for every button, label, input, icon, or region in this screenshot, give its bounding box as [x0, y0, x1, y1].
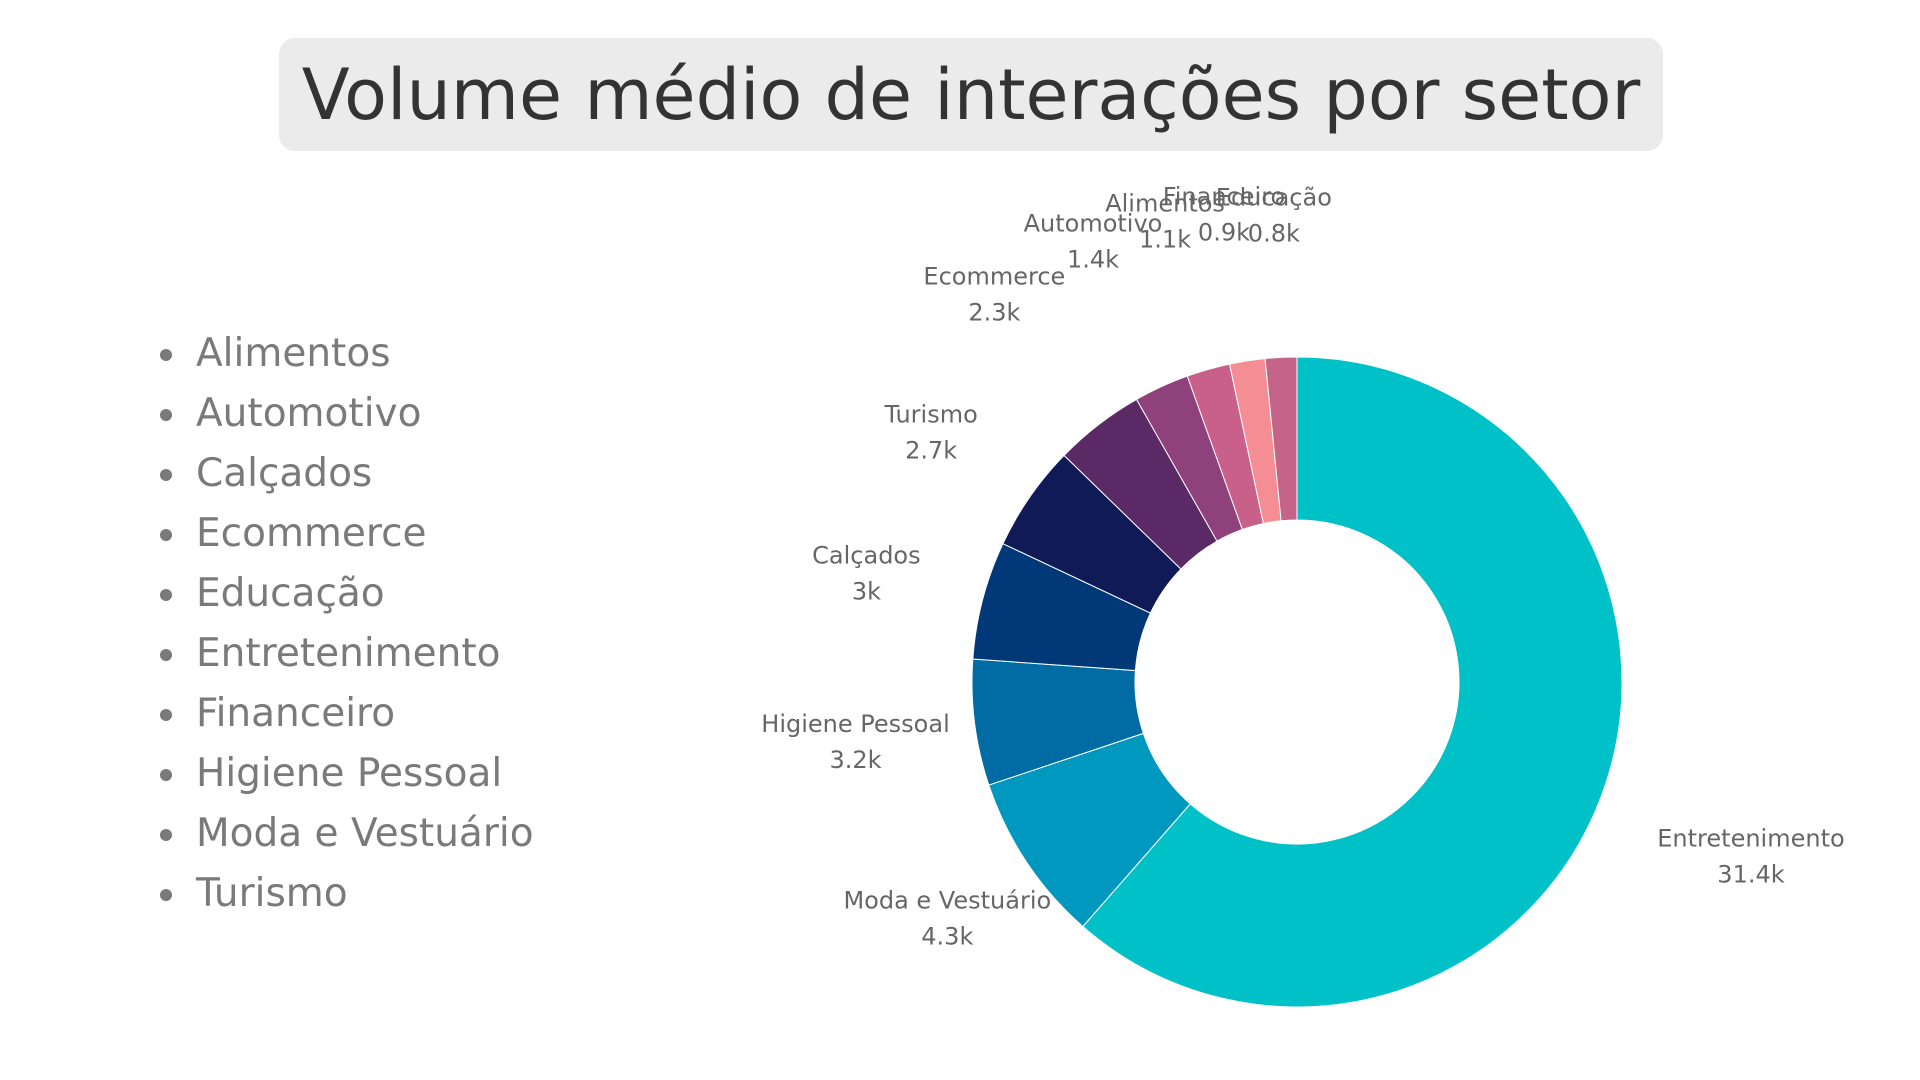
- slice-label-name: Moda e Vestuário: [843, 887, 1051, 915]
- donut-slice: [1264, 356, 1298, 522]
- bullet-icon: [160, 589, 172, 601]
- slice-label-value: 3.2k: [829, 746, 881, 774]
- slice-label-name: Educação: [1216, 184, 1332, 212]
- bullet-icon: [160, 529, 172, 541]
- slice-label-name: Turismo: [883, 401, 977, 429]
- slice-label-name: Ecommerce: [923, 262, 1065, 290]
- sector-list-item: Financeiro: [160, 684, 580, 744]
- sector-list-label: Financeiro: [196, 691, 396, 736]
- donut-slices: [971, 356, 1623, 1008]
- slice-label-name: Higiene Pessoal: [761, 710, 949, 738]
- donut-slice: [1082, 356, 1623, 1008]
- sector-list-label: Ecommerce: [196, 511, 427, 556]
- sector-list-item: Ecommerce: [160, 504, 580, 564]
- sector-list-item: Calçados: [160, 444, 580, 504]
- slice-label-value: 2.7k: [905, 437, 957, 465]
- sector-list-label: Automotivo: [196, 391, 422, 436]
- sector-list-item: Entretenimento: [160, 624, 580, 684]
- slice-label-name: Automotivo: [1024, 210, 1163, 238]
- slice-label-value: 1.4k: [1067, 246, 1119, 274]
- slice-label-name: Entretenimento: [1657, 825, 1844, 853]
- title-banner: Volume médio de interações por setor: [279, 38, 1663, 151]
- slice-label-name: Calçados: [812, 542, 920, 570]
- slice-label-value: 3k: [852, 578, 881, 606]
- bullet-icon: [160, 409, 172, 421]
- slice-label-value: 0.9k: [1198, 219, 1250, 247]
- slice-label-value: 1.1k: [1139, 225, 1191, 253]
- bullet-icon: [160, 469, 172, 481]
- sector-list-item: Alimentos: [160, 324, 580, 384]
- slice-labels: Entretenimento 31.4k Moda e Vestuário 4.3k H…: [761, 183, 1844, 951]
- page-title: Volume médio de interações por setor: [301, 53, 1641, 136]
- slice-label-name: Financeiro: [1163, 183, 1286, 211]
- bullet-icon: [160, 349, 172, 361]
- bullet-icon: [160, 649, 172, 661]
- sector-list: Alimentos Automotivo Calçados Ecommerce Educ…: [160, 324, 580, 924]
- sector-list-item: Automotivo: [160, 384, 580, 444]
- slice-label-value: 31.4k: [1717, 861, 1784, 889]
- bullet-icon: [160, 889, 172, 901]
- slice-label-value: 4.3k: [921, 923, 973, 951]
- bullet-icon: [160, 769, 172, 781]
- slice-label-value: 2.3k: [968, 298, 1020, 326]
- sector-list-item: Educação: [160, 564, 580, 624]
- sector-list-item: Turismo: [160, 864, 580, 924]
- sector-list-label: Alimentos: [196, 331, 391, 376]
- sector-list-label: Moda e Vestuário: [196, 811, 534, 856]
- sector-list-label: Higiene Pessoal: [196, 751, 503, 796]
- sector-list-label: Entretenimento: [196, 631, 501, 676]
- slice-label-value: 0.8k: [1248, 220, 1300, 248]
- slice-label-name: Alimentos: [1105, 189, 1225, 217]
- sector-list-item: Higiene Pessoal: [160, 744, 580, 804]
- bullet-icon: [160, 829, 172, 841]
- sector-list-label: Educação: [196, 571, 385, 616]
- sector-list-item: Moda e Vestuário: [160, 804, 580, 864]
- sector-list-label: Turismo: [196, 871, 348, 916]
- sector-list-label: Calçados: [196, 451, 373, 496]
- bullet-icon: [160, 709, 172, 721]
